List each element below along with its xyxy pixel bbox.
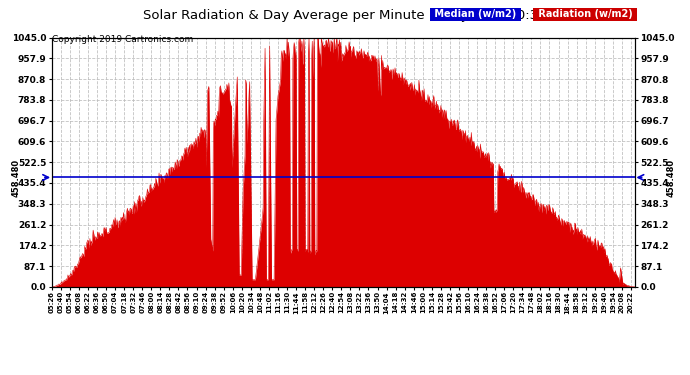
Text: 458.480: 458.480 [11, 158, 20, 196]
Text: Median (w/m2): Median (w/m2) [431, 9, 520, 20]
Text: Radiation (w/m2): Radiation (w/m2) [535, 9, 636, 20]
Text: Copyright 2019 Cartronics.com: Copyright 2019 Cartronics.com [52, 34, 193, 44]
Text: Solar Radiation & Day Average per Minute  Thu Jul 11  20:31: Solar Radiation & Day Average per Minute… [144, 9, 546, 22]
Text: 458.480: 458.480 [667, 158, 676, 196]
